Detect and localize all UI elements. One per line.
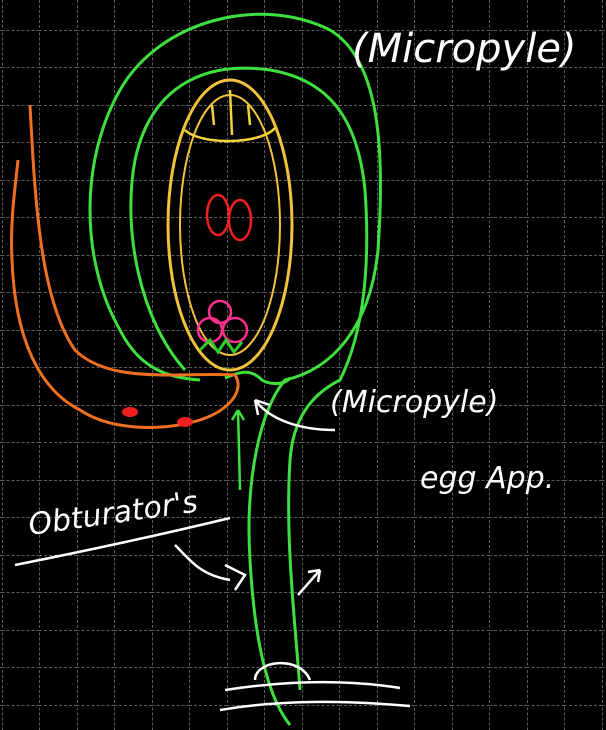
male-gamete	[122, 407, 138, 417]
label: egg App.	[420, 461, 554, 496]
grid	[0, 0, 606, 730]
label: (Micropyle)	[352, 26, 577, 72]
male-gamete	[177, 417, 193, 427]
page: (Micropyle) (Micropyle) egg App. Obturat…	[0, 0, 606, 730]
diagram: (Micropyle) (Micropyle) egg App. Obturat…	[0, 0, 606, 730]
label: (Micropyle)	[330, 385, 498, 420]
